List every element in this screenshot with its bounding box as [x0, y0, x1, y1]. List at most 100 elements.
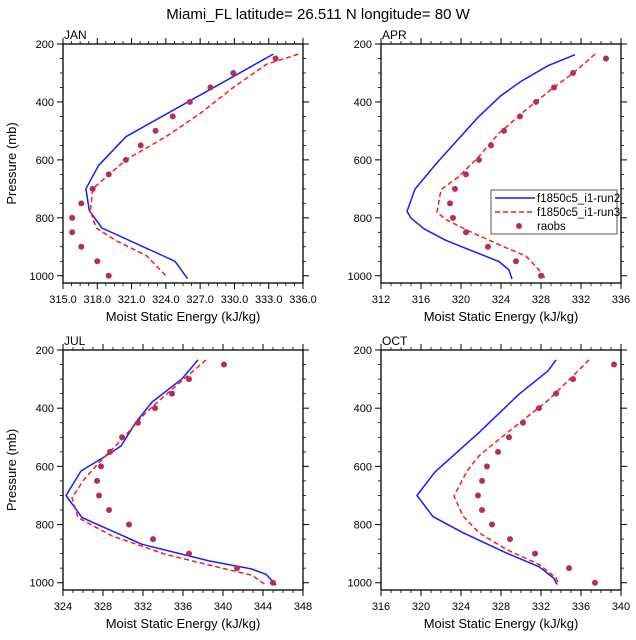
run3-line	[453, 359, 590, 585]
y-tick-label: 1000	[30, 271, 54, 283]
x-axis-label: Moist Static Energy (kJ/kg)	[424, 616, 579, 631]
legend-label: raobs	[537, 221, 566, 233]
x-tick-label: 316	[372, 601, 390, 613]
x-tick-label: 330.0	[221, 294, 249, 306]
run3-line	[71, 359, 268, 587]
raobs-point	[536, 405, 542, 412]
raobs-point	[221, 361, 227, 368]
plot-frame	[380, 349, 622, 591]
raobs-point	[479, 507, 485, 513]
plot-frame	[62, 43, 304, 284]
raobs-point	[96, 492, 102, 499]
x-tick-label: 324	[54, 601, 72, 613]
raobs-point	[186, 98, 193, 105]
y-tick-label: 400	[36, 97, 54, 109]
raobs-point	[570, 69, 576, 76]
x-tick-label: 324.0	[152, 294, 180, 306]
raobs-point	[152, 405, 158, 412]
y-axis-label: Pressure (mb)	[4, 429, 19, 511]
x-axis-label: Moist Static Energy (kJ/kg)	[424, 309, 579, 324]
raobs-point	[479, 477, 485, 484]
raobs-point	[592, 579, 598, 586]
x-tick-label: 320	[412, 601, 430, 613]
x-tick-label: 315.0	[49, 294, 77, 306]
raobs-point	[230, 69, 237, 76]
raobs-point	[551, 84, 557, 91]
raobs-point	[105, 171, 112, 178]
x-tick-label: 340	[612, 601, 630, 613]
raobs-point	[106, 507, 112, 513]
x-tick-label: 332	[532, 601, 550, 613]
y-tick-label: 600	[354, 461, 372, 473]
raobs-point	[98, 463, 104, 470]
x-tick-label: 336	[174, 601, 192, 613]
raobs-point	[186, 550, 192, 557]
run2-line	[406, 54, 576, 280]
run3-line	[89, 53, 299, 277]
y-tick-label: 1000	[30, 578, 54, 590]
y-tick-label: 1000	[348, 271, 372, 283]
series-group	[65, 359, 277, 587]
panel-title: OCT	[382, 334, 408, 348]
raobs-point	[69, 229, 76, 236]
x-tick-label: 336	[612, 294, 630, 306]
raobs-point	[463, 171, 469, 178]
x-tick-label: 324	[492, 294, 510, 306]
raobs-point	[150, 536, 156, 543]
plot-frame	[380, 43, 622, 284]
raobs-point	[105, 272, 112, 279]
x-tick-label: 336.0	[289, 294, 317, 306]
raobs-point	[452, 185, 458, 192]
raobs-point	[507, 536, 513, 543]
raobs-point	[169, 113, 176, 120]
x-tick-label: 318.0	[84, 294, 112, 306]
raobs-point	[566, 565, 572, 572]
x-axis-label: Moist Static Energy (kJ/kg)	[106, 616, 261, 631]
x-tick-label: 340	[214, 601, 232, 613]
raobs-point	[137, 142, 144, 149]
y-tick-label: 600	[36, 461, 54, 473]
series-group	[406, 53, 609, 280]
run2-line	[85, 53, 274, 280]
raobs-point	[69, 214, 76, 221]
raobs-point	[447, 200, 453, 207]
raobs-point	[234, 565, 240, 572]
raobs-point	[169, 390, 175, 397]
raobs-point	[94, 258, 101, 265]
panel-apr: APR 312 316 320 324 328 332 336 200 400 600 800 1000…	[348, 28, 631, 324]
raobs-point	[532, 550, 538, 557]
x-tick-label: 336	[572, 601, 590, 613]
panel-title: APR	[382, 28, 407, 42]
x-tick-label: 324	[452, 601, 470, 613]
raobs-point	[270, 579, 276, 586]
y-tick-label: 400	[36, 403, 54, 415]
raobs-point	[495, 448, 501, 455]
raobs-point	[533, 98, 539, 105]
series-group	[416, 359, 617, 586]
y-tick-label: 600	[354, 155, 372, 167]
y-axis-label: Pressure (mb)	[4, 122, 19, 204]
raobs-point	[207, 84, 214, 91]
raobs-point	[484, 463, 490, 470]
raobs-point	[126, 521, 132, 528]
y-tick-label: 200	[354, 345, 372, 357]
raobs-point	[570, 376, 576, 383]
raobs-point	[89, 185, 96, 192]
raobs-point	[476, 156, 482, 163]
raobs-point	[122, 156, 129, 163]
raobs-point	[488, 142, 494, 149]
raobs-point	[107, 448, 113, 455]
panel-title: JUL	[64, 334, 86, 348]
raobs-point	[513, 258, 519, 265]
legend-label: f1850c5_i1-run2	[537, 193, 620, 205]
y-tick-label: 600	[36, 155, 54, 167]
raobs-point	[520, 419, 526, 426]
raobs-point	[152, 127, 159, 134]
raobs-point	[463, 229, 469, 236]
run2-line	[416, 359, 558, 585]
raobs-point	[611, 361, 617, 368]
raobs-point	[78, 200, 85, 207]
x-tick-label: 312	[372, 294, 390, 306]
